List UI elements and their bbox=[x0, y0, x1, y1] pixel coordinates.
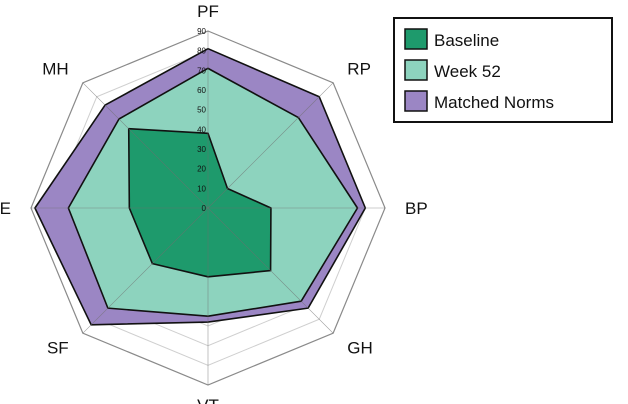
tick-label-30: 30 bbox=[197, 145, 206, 154]
axis-label-mh: MH bbox=[42, 60, 68, 79]
legend-item-matched-norms: Matched Norms bbox=[404, 90, 554, 112]
spoke-gh bbox=[207, 207, 334, 334]
spoke-rp bbox=[207, 82, 334, 209]
legend-item-week-52: Week 52 bbox=[404, 59, 501, 81]
axis-label-bp: BP bbox=[405, 199, 428, 218]
axis-label-pf: PF bbox=[197, 2, 219, 21]
radar-spokes bbox=[31, 31, 385, 385]
spoke-mh bbox=[82, 82, 209, 209]
tick-label-0: 0 bbox=[202, 204, 207, 213]
axis-label-sf: SF bbox=[47, 338, 69, 357]
tick-label-70: 70 bbox=[197, 66, 206, 75]
tick-label-90: 90 bbox=[197, 27, 206, 36]
tick-label-60: 60 bbox=[197, 86, 206, 95]
axis-label-rp: RP bbox=[347, 60, 371, 79]
legend-frame bbox=[393, 17, 613, 123]
tick-label-50: 50 bbox=[197, 106, 206, 115]
legend-swatch-matched-norms bbox=[404, 90, 428, 112]
tick-label-80: 80 bbox=[197, 47, 206, 56]
legend: Baseline Week 52 Matched Norms bbox=[393, 17, 613, 123]
axis-label-gh: GH bbox=[347, 338, 373, 357]
legend-swatch-week-52 bbox=[404, 59, 428, 81]
tick-label-10: 10 bbox=[197, 184, 206, 193]
legend-swatch-baseline bbox=[404, 28, 428, 50]
legend-label-baseline: Baseline bbox=[434, 31, 499, 50]
legend-label-week-52: Week 52 bbox=[434, 62, 501, 81]
axis-label-re: RE bbox=[0, 199, 11, 218]
radar-axis-labels: PF RP BP GH VT SF RE MH bbox=[0, 2, 428, 404]
axis-label-vt: VT bbox=[197, 396, 219, 404]
spoke-sf bbox=[82, 207, 209, 334]
legend-label-matched-norms: Matched Norms bbox=[434, 93, 554, 112]
tick-label-40: 40 bbox=[197, 125, 206, 134]
legend-item-baseline: Baseline bbox=[404, 28, 499, 50]
tick-label-20: 20 bbox=[197, 165, 206, 174]
radar-tick-labels: 0 10 20 30 40 50 60 70 80 90 bbox=[197, 27, 206, 213]
